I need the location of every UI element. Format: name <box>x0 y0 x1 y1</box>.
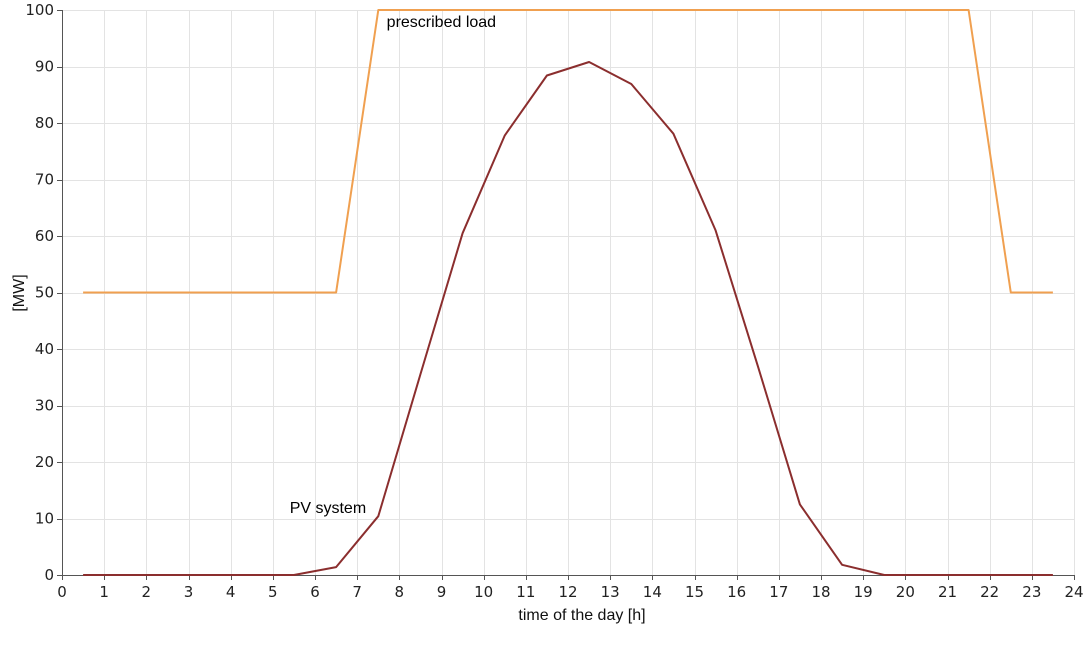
y-tick-label: 60 <box>35 227 54 245</box>
series-lines <box>83 9 1053 576</box>
y-tick-label: 20 <box>35 453 54 471</box>
x-tick-label: 11 <box>516 583 535 601</box>
y-tick-label: 100 <box>25 1 54 19</box>
tick-labels: 0 1 2 3 4 5 6 7 8 9 10 11 12 13 14 15 16 17 18 19 20 21 22 23 24… <box>25 1 1083 601</box>
y-tick-label: 0 <box>44 566 54 584</box>
x-tick-label: 23 <box>1022 583 1041 601</box>
x-tick-label: 4 <box>226 583 236 601</box>
x-tick-label: 16 <box>727 583 746 601</box>
grid <box>62 10 1075 575</box>
x-tick-label: 6 <box>310 583 320 601</box>
x-tick-label: 3 <box>184 583 194 601</box>
x-tick-label: 24 <box>1064 583 1083 601</box>
annotations: prescribed load PV system <box>290 14 496 517</box>
x-tick-label: 18 <box>811 583 830 601</box>
y-tick-label: 50 <box>35 284 54 302</box>
x-tick-label: 5 <box>268 583 278 601</box>
series-line-pv-system <box>83 61 1053 576</box>
label-prescribed-load: prescribed load <box>387 14 496 31</box>
x-tick-label: 8 <box>395 583 405 601</box>
x-tick-label: 17 <box>769 583 788 601</box>
x-tick-label: 1 <box>99 583 109 601</box>
x-tick-label: 13 <box>601 583 620 601</box>
y-tick-label: 30 <box>35 397 54 415</box>
x-tick-label: 19 <box>854 583 873 601</box>
x-axis-label: time of the day [h] <box>518 607 645 624</box>
series-line-prescribed-load <box>83 9 1053 294</box>
x-tick-label: 20 <box>896 583 915 601</box>
y-tick-label: 70 <box>35 171 54 189</box>
x-tick-label: 22 <box>980 583 999 601</box>
x-tick-label: 10 <box>474 583 493 601</box>
x-tick-label: 2 <box>142 583 152 601</box>
y-tick-label: 80 <box>35 114 54 132</box>
y-tick-label: 40 <box>35 340 54 358</box>
x-tick-label: 7 <box>352 583 362 601</box>
x-tick-label: 14 <box>643 583 662 601</box>
x-tick-label: 0 <box>57 583 67 601</box>
x-tick-label: 15 <box>685 583 704 601</box>
x-tick-label: 12 <box>558 583 577 601</box>
y-tick-label: 90 <box>35 58 54 76</box>
y-axis-label: [MW] <box>11 274 28 311</box>
x-tick-label: 9 <box>437 583 447 601</box>
label-pv-system: PV system <box>290 500 366 517</box>
y-tick-label: 10 <box>35 510 54 528</box>
x-tick-label: 21 <box>938 583 957 601</box>
